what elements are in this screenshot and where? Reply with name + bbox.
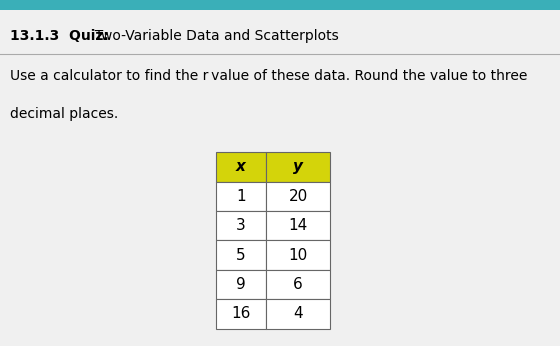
Text: 16: 16 (231, 307, 250, 321)
Text: Use a calculator to find the r value of these data. Round the value to three: Use a calculator to find the r value of … (10, 69, 528, 83)
Text: 10: 10 (288, 248, 308, 263)
Text: decimal places.: decimal places. (10, 107, 118, 121)
Text: 3: 3 (236, 218, 246, 233)
Text: 5: 5 (236, 248, 246, 263)
Text: x: x (236, 160, 246, 174)
Text: 20: 20 (288, 189, 308, 204)
Text: 14: 14 (288, 218, 308, 233)
Text: 6: 6 (293, 277, 303, 292)
Text: 4: 4 (293, 307, 303, 321)
Text: y: y (293, 160, 303, 174)
Text: Two-Variable Data and Scatterplots: Two-Variable Data and Scatterplots (86, 29, 338, 43)
Text: 9: 9 (236, 277, 246, 292)
Text: 1: 1 (236, 189, 246, 204)
Text: 13.1.3  Quiz:: 13.1.3 Quiz: (10, 29, 109, 43)
